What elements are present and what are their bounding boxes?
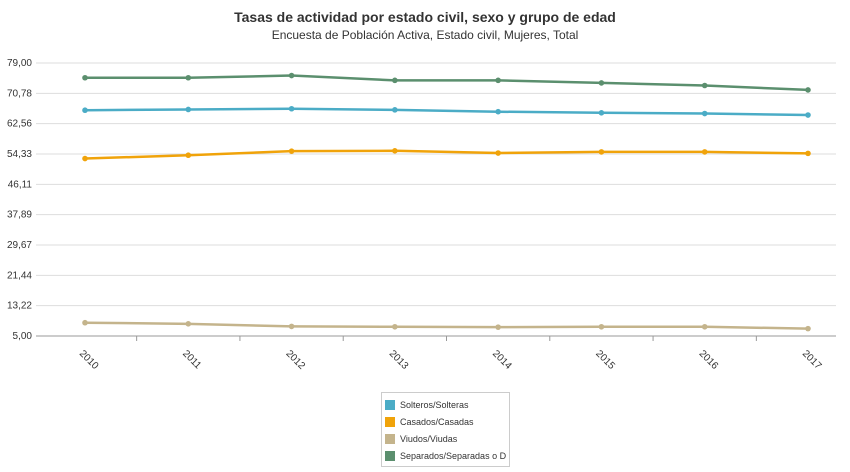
series-line <box>84 149 809 160</box>
series-0 <box>82 105 811 118</box>
data-point <box>288 72 295 79</box>
data-point <box>598 323 605 330</box>
x-tick-label: 2015 <box>593 348 617 372</box>
x-tick-label: 2014 <box>490 348 514 372</box>
x-tick-label: 2016 <box>697 348 721 372</box>
y-tick-label: 21,44 <box>7 270 32 281</box>
data-point <box>288 105 295 112</box>
chart-title: Tasas de actividad por estado civil, sex… <box>234 9 616 25</box>
legend-item[interactable]: Separados/Separadas o Divorcia. <box>385 447 506 464</box>
data-point <box>392 323 398 330</box>
y-tick-label: 5,00 <box>13 331 33 342</box>
series-1 <box>82 148 811 162</box>
data-point <box>495 108 501 115</box>
data-point <box>82 107 88 114</box>
data-point <box>82 155 88 162</box>
series-line <box>85 74 809 92</box>
y-tick-label: 37,89 <box>7 210 32 221</box>
legend-swatch <box>385 433 395 444</box>
legend-swatch <box>385 416 395 427</box>
legend-swatch <box>385 399 395 410</box>
data-point <box>185 74 192 81</box>
legend-label: Solteros/Solteras <box>400 399 469 410</box>
data-point <box>288 148 295 154</box>
x-tick-label: 2011 <box>180 348 203 371</box>
gridlines <box>36 62 836 337</box>
legend: Solteros/Solteras Casados/Casadas Viudos/V… <box>381 392 510 467</box>
y-tick-label: 79,00 <box>7 58 32 69</box>
data-point <box>392 148 398 154</box>
data-point <box>805 112 811 118</box>
data-point <box>288 323 295 330</box>
legend-label: Viudos/Viudas <box>400 433 458 444</box>
data-point <box>701 323 708 330</box>
data-point <box>495 77 501 84</box>
y-tick-label: 54,33 <box>7 149 32 160</box>
data-point <box>495 324 501 330</box>
series-3 <box>82 72 811 93</box>
data-point <box>392 77 398 84</box>
data-point <box>701 82 708 89</box>
y-tick-label: 29,67 <box>7 240 32 251</box>
axes: 79,00 70,78 62,56 54,33 46,11 37,89 29,67 21,44… <box>7 58 824 372</box>
x-tick-label: 2017 <box>800 348 824 372</box>
y-tick-label: 62,56 <box>7 119 32 130</box>
data-point <box>185 106 192 113</box>
legend-label: Casados/Casadas <box>400 416 474 427</box>
legend-item[interactable]: Casados/Casadas <box>385 413 506 430</box>
x-tick-label: 2013 <box>387 348 411 372</box>
data-point <box>598 149 605 155</box>
data-point <box>805 150 811 157</box>
series-lines <box>82 72 811 332</box>
data-point <box>701 149 708 155</box>
series-line <box>84 107 809 117</box>
legend-swatch <box>385 450 395 461</box>
data-point <box>805 87 811 93</box>
x-tick-label: 2010 <box>77 348 101 372</box>
data-point <box>185 152 192 159</box>
x-tick-label: 2012 <box>283 348 307 372</box>
data-point <box>392 107 398 113</box>
legend-item[interactable]: Viudos/Viudas <box>385 430 506 447</box>
series-line <box>84 321 809 330</box>
chart-subtitle: Encuesta de Población Activa, Estado civ… <box>271 28 579 42</box>
legend-label: Separados/Separadas o Divorcia. <box>400 450 506 461</box>
data-point <box>598 80 605 86</box>
data-point <box>185 321 192 327</box>
data-point <box>805 325 811 332</box>
data-point <box>701 110 708 117</box>
series-2 <box>82 319 811 332</box>
data-point <box>82 74 88 81</box>
legend-item[interactable]: Solteros/Solteras <box>385 396 506 413</box>
y-tick-label: 70,78 <box>7 88 32 99</box>
y-tick-label: 46,11 <box>8 179 33 190</box>
data-point <box>495 150 501 156</box>
y-tick-label: 13,22 <box>7 301 32 312</box>
data-point <box>598 110 605 116</box>
data-point <box>82 319 88 326</box>
